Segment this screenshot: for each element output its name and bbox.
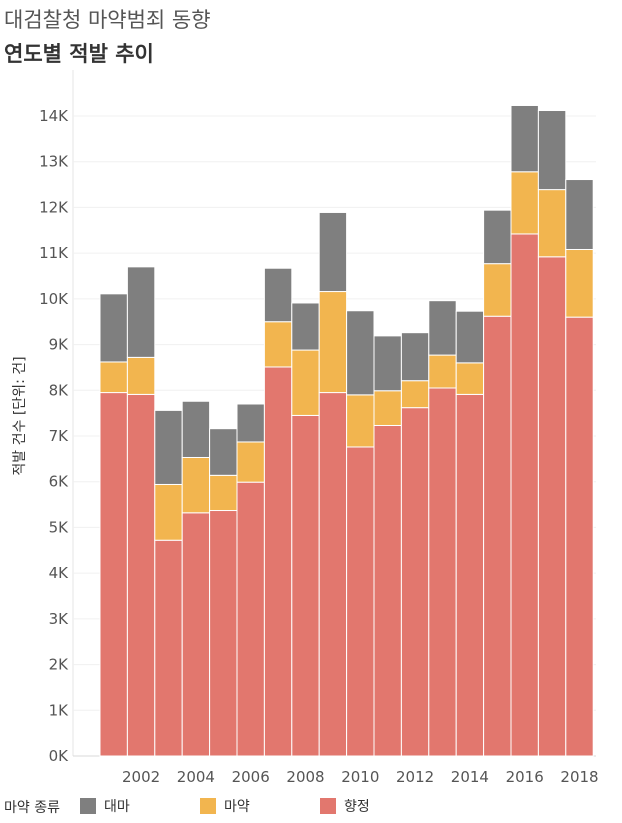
legend-title: 마약 종류	[4, 800, 60, 816]
x-tick-label: 2014	[451, 768, 489, 786]
y-tick-label: 10K	[39, 290, 69, 308]
bar-segment[interactable]	[483, 315, 512, 757]
y-axis-ticks: 0K 1K 2K 3K 4K 5K 6K 7K 8K 9K 10K 11K 12K 13K 14K	[39, 107, 69, 765]
y-tick-label: 4K	[49, 564, 70, 582]
bar-segment[interactable]	[154, 539, 183, 757]
y-tick-label: 3K	[49, 610, 70, 628]
bar-segment[interactable]	[400, 332, 430, 382]
stacked-bar-chart: 0K 1K 2K 3K 4K 5K 6K 7K 8K 9K 10K 11K 12K 13K 14K 2002…	[12, 70, 599, 786]
x-tick-label: 2016	[506, 768, 544, 786]
bar-segment[interactable]	[209, 428, 238, 476]
bar-segment[interactable]	[99, 361, 128, 394]
y-tick-label: 6K	[49, 473, 70, 491]
bar-segment[interactable]	[510, 171, 539, 235]
bar-segment[interactable]	[455, 393, 485, 757]
legend-label-psychotropics: 향정	[344, 799, 370, 815]
bar-segment[interactable]	[428, 387, 457, 757]
bar-segment[interactable]	[373, 424, 402, 757]
y-tick-label: 9K	[49, 336, 70, 354]
legend-label-cannabis: 대마	[104, 799, 130, 815]
bar-segment[interactable]	[455, 362, 485, 395]
bar-segment[interactable]	[236, 403, 265, 443]
bar-segment[interactable]	[209, 510, 238, 757]
legend-label-narcotics: 마약	[224, 799, 250, 815]
bar-segment[interactable]	[291, 349, 320, 416]
bar-segment[interactable]	[483, 263, 512, 317]
bar-segment[interactable]	[263, 267, 293, 323]
chart-title: 대검찰청 마약범죄 동향	[4, 8, 211, 32]
y-tick-label: 14K	[39, 107, 69, 125]
bar-segment[interactable]	[126, 266, 156, 358]
x-tick-label: 2006	[232, 768, 270, 786]
bar-segment[interactable]	[400, 380, 430, 409]
y-tick-label: 13K	[39, 153, 69, 171]
bar-segment[interactable]	[565, 179, 594, 250]
bar-segment[interactable]	[126, 356, 156, 395]
bar-segment[interactable]	[99, 392, 128, 757]
bar-segment[interactable]	[154, 483, 183, 541]
y-tick-label: 0K	[49, 747, 70, 765]
legend-item-cannabis[interactable]: 대마	[80, 796, 130, 816]
y-tick-label: 5K	[49, 518, 70, 536]
x-tick-label: 2018	[560, 768, 598, 786]
bar-segment[interactable]	[99, 293, 128, 363]
bar-segment[interactable]	[537, 189, 567, 258]
x-tick-label: 2004	[177, 768, 215, 786]
y-tick-label: 8K	[49, 381, 70, 399]
y-tick-label: 2K	[49, 656, 70, 674]
bar-segment[interactable]	[537, 256, 567, 757]
x-tick-label: 2002	[122, 768, 160, 786]
bar-segment[interactable]	[346, 394, 375, 448]
bar-segment[interactable]	[373, 335, 402, 392]
bar-segment[interactable]	[318, 291, 348, 394]
legend-item-psychotropics[interactable]: 향정	[320, 796, 370, 816]
x-tick-label: 2010	[341, 768, 379, 786]
bar-segment[interactable]	[400, 407, 430, 757]
bar-segment[interactable]	[236, 441, 265, 483]
bar-segment[interactable]	[263, 321, 293, 368]
x-tick-label: 2008	[286, 768, 324, 786]
bar-segment[interactable]	[428, 300, 457, 356]
bar-segment[interactable]	[455, 310, 485, 364]
bar-segment[interactable]	[154, 409, 183, 485]
bar-segment[interactable]	[510, 233, 539, 757]
y-tick-label: 11K	[39, 244, 69, 262]
bar-segment[interactable]	[291, 414, 320, 757]
legend-swatch-cannabis	[80, 798, 96, 814]
legend: 마약 종류 대마 마약 향정	[0, 794, 622, 818]
bar-segment[interactable]	[181, 512, 211, 757]
bar-segment[interactable]	[565, 316, 594, 757]
bar-segment[interactable]	[373, 390, 402, 426]
bar-segment[interactable]	[565, 248, 594, 318]
legend-swatch-narcotics	[200, 798, 216, 814]
bar-segment[interactable]	[209, 474, 238, 512]
bar-segment[interactable]	[537, 110, 567, 191]
chart-subtitle: 연도별 적발 추이	[4, 42, 154, 66]
bar-segment[interactable]	[126, 393, 156, 757]
bar-segment[interactable]	[428, 354, 457, 389]
x-axis-ticks: 2002 2004 2006 2008 2010 2012 2014 2016 2018	[122, 768, 599, 786]
bar-segment[interactable]	[346, 446, 375, 757]
bar-segment[interactable]	[291, 302, 320, 351]
bar-segment[interactable]	[318, 211, 348, 293]
y-tick-label: 1K	[49, 701, 70, 719]
bars	[99, 104, 594, 757]
bar-segment[interactable]	[181, 400, 211, 458]
bar-segment[interactable]	[346, 310, 375, 396]
legend-swatch-psychotropics	[320, 798, 336, 814]
bar-segment[interactable]	[236, 481, 265, 757]
y-axis-label: 적발 건수 [단위: 건]	[12, 356, 28, 475]
bar-segment[interactable]	[510, 104, 539, 173]
bar-segment[interactable]	[263, 366, 293, 757]
bar-segment[interactable]	[483, 209, 512, 265]
bar-segment[interactable]	[318, 392, 348, 757]
y-tick-label: 12K	[39, 198, 69, 216]
x-tick-label: 2012	[396, 768, 434, 786]
legend-item-narcotics[interactable]: 마약	[200, 796, 250, 816]
y-tick-label: 7K	[49, 427, 70, 445]
bar-segment[interactable]	[181, 456, 211, 514]
